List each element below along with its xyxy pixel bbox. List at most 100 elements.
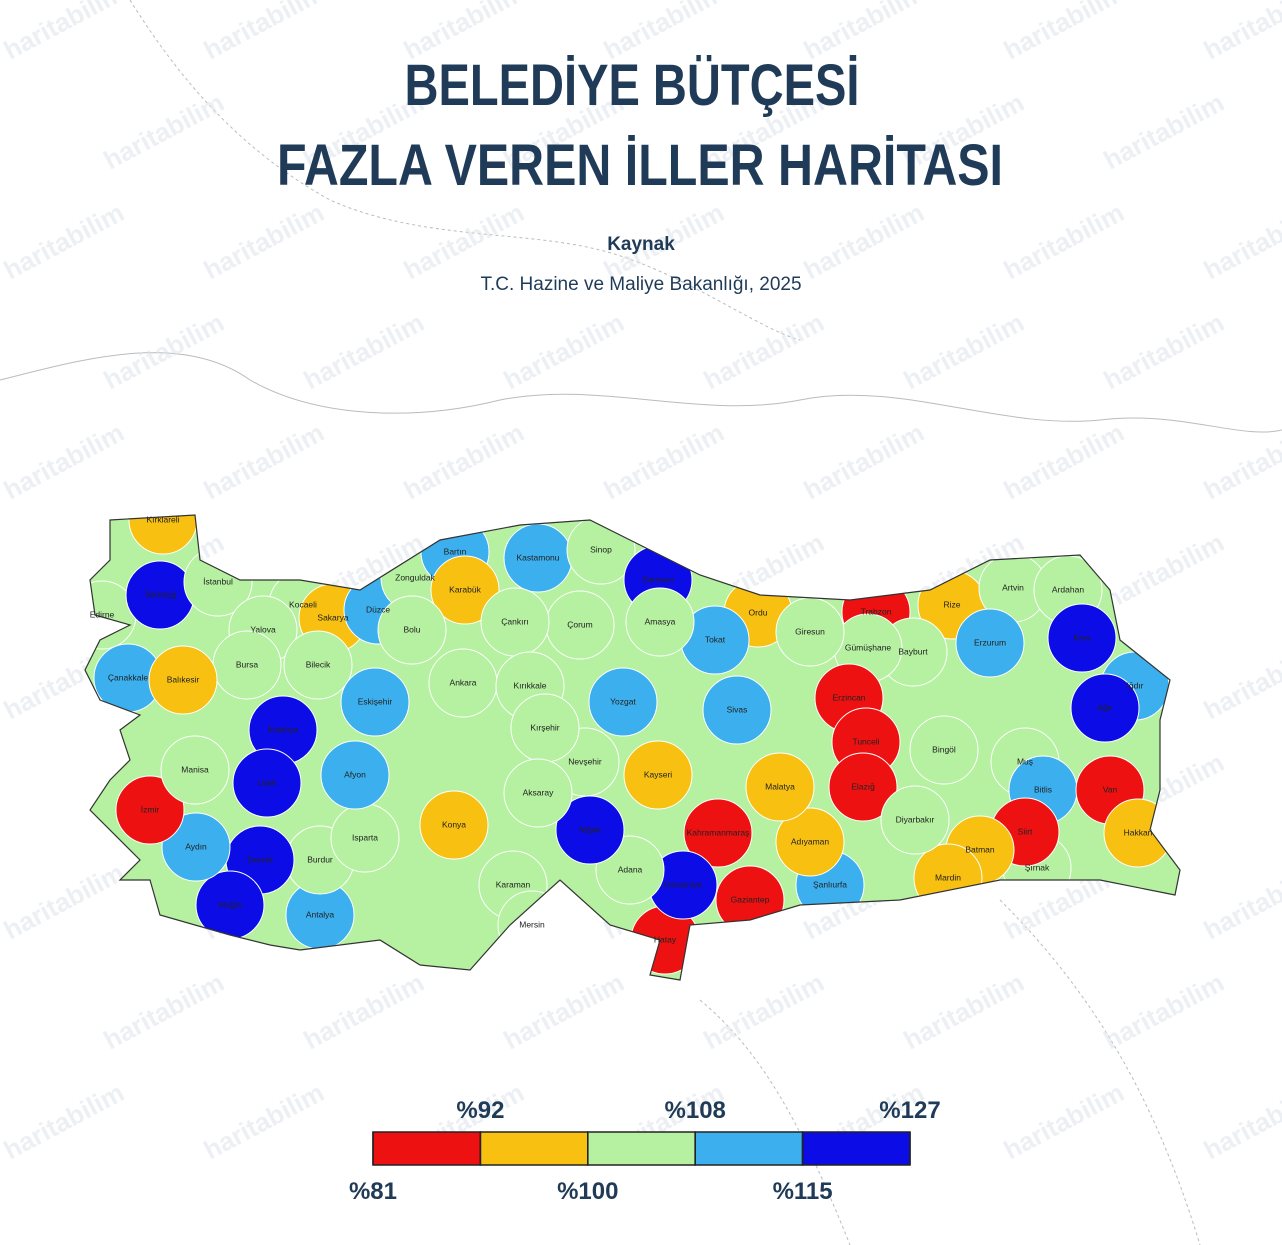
province-label: Niğde bbox=[579, 824, 601, 834]
watermark: haritabilim bbox=[699, 967, 829, 1055]
legend-swatch bbox=[479, 1131, 589, 1166]
watermark: haritabilim bbox=[1099, 967, 1229, 1055]
watermark: haritabilim bbox=[1199, 637, 1282, 725]
province-label: Malatya bbox=[765, 781, 795, 791]
legend-swatch bbox=[801, 1131, 911, 1166]
province-label: Konya bbox=[442, 819, 466, 829]
province-area bbox=[588, 667, 658, 737]
legend-label: %92 bbox=[456, 1097, 504, 1124]
watermark: haritabilim bbox=[499, 307, 629, 395]
province-label: Şırnak bbox=[1025, 862, 1050, 872]
province-area bbox=[1047, 603, 1117, 673]
province-label: Gümüşhane bbox=[845, 642, 892, 652]
legend: %81 %92 %100 %108 %115 %127 bbox=[349, 1097, 941, 1205]
watermark: haritabilim bbox=[99, 87, 229, 175]
province-label: Karaman bbox=[496, 879, 531, 889]
province-area bbox=[623, 740, 693, 810]
province-label: Edirne bbox=[90, 609, 115, 619]
province-labels: Kırklareli Edirne Tekirdağ İstanbul Kocaeli Y… bbox=[90, 514, 1153, 944]
watermark: haritabilim bbox=[999, 1077, 1129, 1165]
province-label: Kırklareli bbox=[146, 514, 179, 524]
province-label: Ardahan bbox=[1052, 584, 1084, 594]
province-area bbox=[503, 758, 573, 828]
title-line: BELEDİYE BÜTÇESİ bbox=[405, 53, 860, 118]
province-label: Yalova bbox=[250, 624, 276, 634]
province-label: Erzincan bbox=[832, 692, 865, 702]
province-area bbox=[702, 675, 772, 745]
legend-label: %81 bbox=[349, 1178, 397, 1205]
province-area bbox=[880, 785, 950, 855]
province-label: Burdur bbox=[307, 854, 333, 864]
watermark: haritabilim bbox=[599, 417, 729, 505]
province-label: Muğla bbox=[218, 899, 241, 909]
source: T.C. Hazine ve Maliye Bakanlığı, 2025 bbox=[480, 274, 801, 295]
watermark: haritabilim bbox=[0, 1077, 129, 1165]
province-label: Çanakkale bbox=[108, 672, 148, 682]
province-label: Elazığ bbox=[851, 781, 875, 791]
province-label: Ağrı bbox=[1097, 702, 1113, 712]
province-label: Zonguldak bbox=[395, 572, 435, 582]
province-label: Siirt bbox=[1018, 826, 1033, 836]
watermark: haritabilim bbox=[99, 307, 229, 395]
province-label: Şanlıurfa bbox=[813, 879, 847, 889]
watermark: haritabilim bbox=[399, 197, 529, 285]
province-label: Tokat bbox=[705, 634, 726, 644]
watermark: haritabilim bbox=[1199, 1077, 1282, 1165]
province-label: Sivas bbox=[727, 704, 748, 714]
legend-label: %115 bbox=[773, 1178, 833, 1205]
legend-swatch bbox=[694, 1131, 804, 1166]
province-label: Bingöl bbox=[932, 744, 956, 754]
watermark: haritabilim bbox=[0, 197, 129, 285]
legend-label: %100 bbox=[557, 1178, 618, 1205]
watermark: haritabilim bbox=[199, 1077, 329, 1165]
province-label: Erzurum bbox=[974, 637, 1006, 647]
watermark: haritabilim bbox=[1199, 197, 1282, 285]
province-label: Afyon bbox=[344, 769, 366, 779]
province-label: Aydın bbox=[185, 841, 207, 851]
watermark: haritabilim bbox=[399, 417, 529, 505]
province-label: Iğdır bbox=[1126, 680, 1143, 690]
province-label: Bitlis bbox=[1034, 784, 1052, 794]
watermark: haritabilim bbox=[999, 417, 1129, 505]
provinces bbox=[85, 515, 1180, 980]
watermark: haritabilim bbox=[499, 967, 629, 1055]
province-label: Antalya bbox=[306, 909, 335, 919]
province-area bbox=[430, 555, 500, 625]
province-area bbox=[683, 798, 753, 868]
province-label: Hatay bbox=[654, 934, 677, 944]
province-label: Trabzon bbox=[861, 606, 892, 616]
province-label: Gaziantep bbox=[731, 894, 770, 904]
province-label: Manisa bbox=[181, 764, 209, 774]
province-label: Mersin bbox=[519, 919, 545, 929]
watermark: haritabilim bbox=[1099, 87, 1229, 175]
province-area bbox=[340, 667, 410, 737]
province-label: Rize bbox=[943, 599, 960, 609]
province-label: Aksaray bbox=[523, 787, 554, 797]
province-area bbox=[909, 715, 979, 785]
province-label: Bartın bbox=[444, 546, 467, 556]
watermark: haritabilim bbox=[0, 417, 129, 505]
province-label: Adana bbox=[618, 864, 643, 874]
watermark: haritabilim bbox=[1199, 857, 1282, 945]
watermark: haritabilim bbox=[799, 417, 929, 505]
watermark: haritabilim bbox=[999, 197, 1129, 285]
province-area bbox=[775, 807, 845, 877]
province-label: Ordu bbox=[749, 607, 768, 617]
province-area bbox=[625, 587, 695, 657]
province-label: Balıkesir bbox=[167, 674, 200, 684]
watermark: haritabilim bbox=[699, 307, 829, 395]
province-label: Kocaeli bbox=[289, 599, 317, 609]
province-label: Diyarbakır bbox=[896, 814, 935, 824]
province-label: Sinop bbox=[590, 544, 612, 554]
watermark: haritabilim bbox=[299, 967, 429, 1055]
province-area bbox=[955, 608, 1025, 678]
watermark: haritabilim bbox=[999, 0, 1129, 65]
watermark: haritabilim bbox=[0, 857, 129, 945]
watermark: haritabilim bbox=[899, 967, 1029, 1055]
province-label: Amasya bbox=[645, 616, 676, 626]
province-label: Nevşehir bbox=[568, 756, 602, 766]
province-label: Van bbox=[1103, 784, 1118, 794]
watermark: haritabilim bbox=[299, 307, 429, 395]
